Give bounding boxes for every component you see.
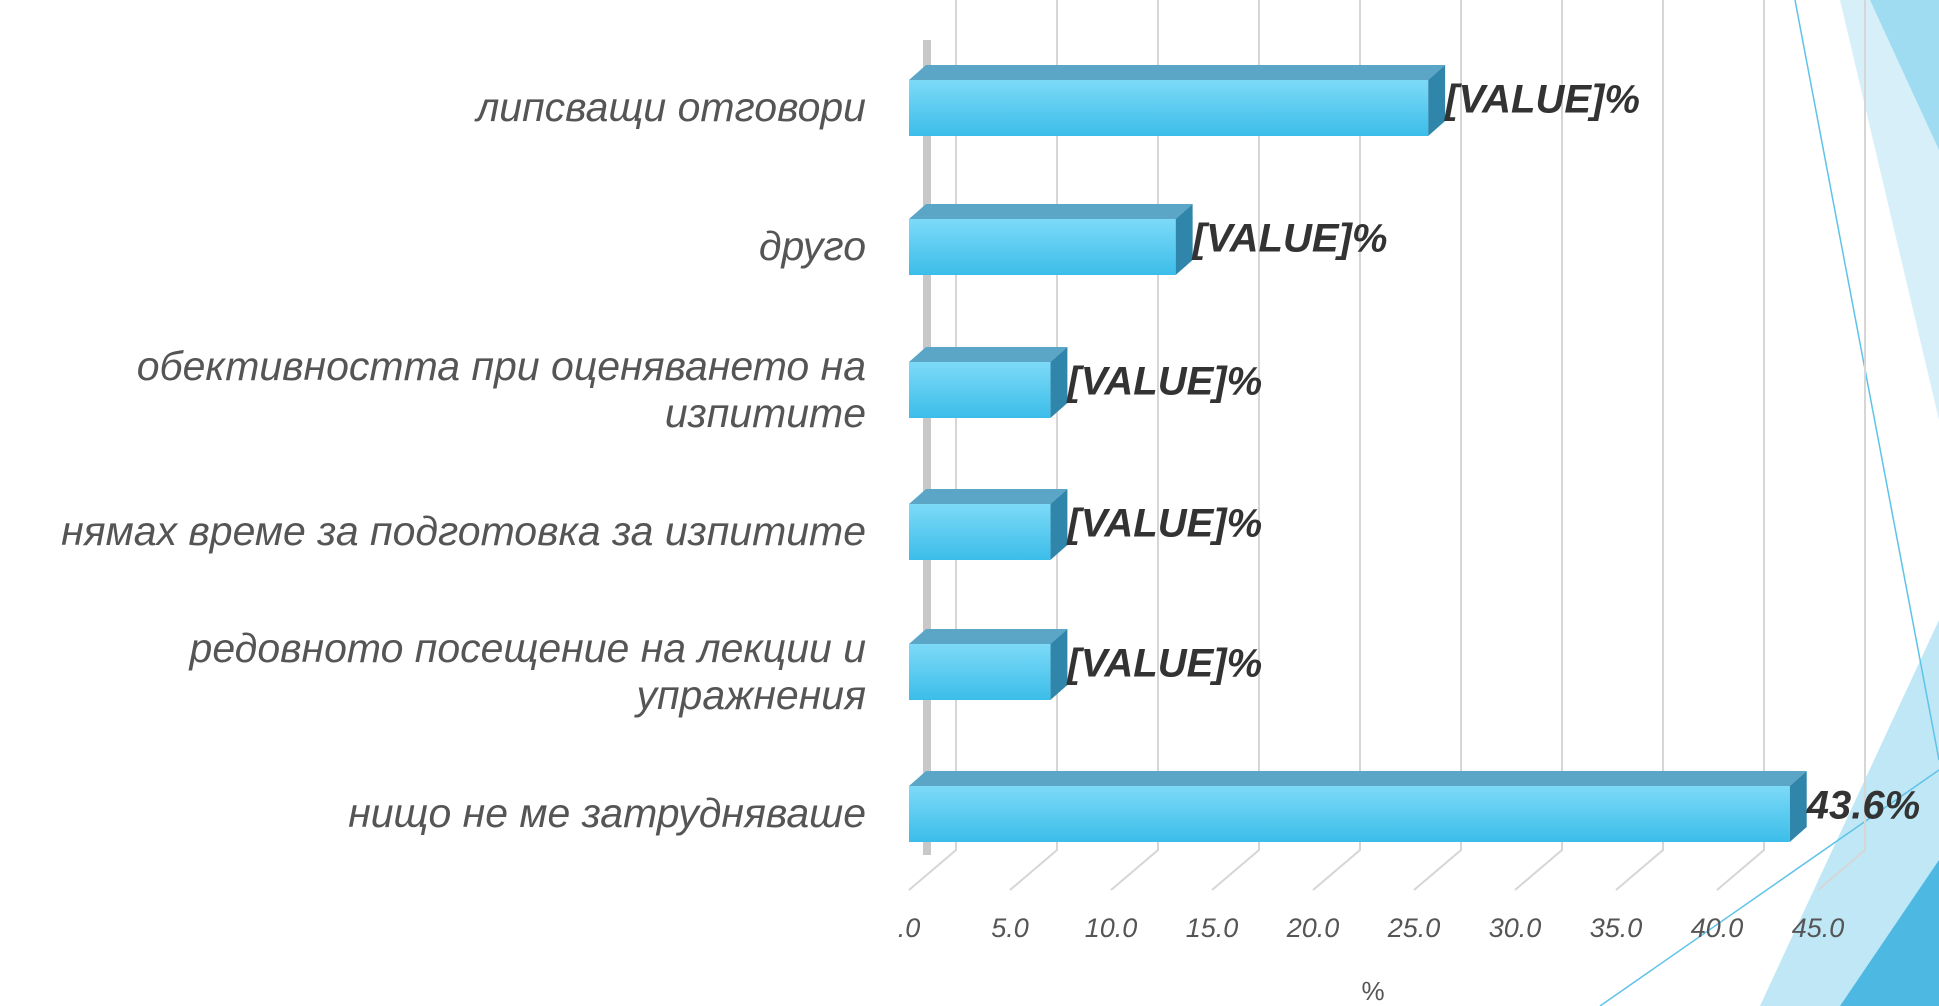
- bar-top: [909, 204, 1193, 219]
- x-tick-label: .0: [898, 913, 921, 943]
- decoration: [1600, 0, 1939, 1006]
- bar: [909, 80, 1428, 136]
- category-label: липсващи отговори: [0, 33, 866, 183]
- value-label: [VALUE]%: [1191, 217, 1388, 261]
- category-label: нищо не ме затрудняваше: [0, 739, 866, 889]
- x-tick-label: 10.0: [1085, 913, 1138, 943]
- x-tick-label: 45.0: [1792, 913, 1845, 943]
- bar-top: [909, 347, 1067, 362]
- slide: % .0 5.0 10.0 15.0 20.0 25.0 30.0 35.0 40.0 45.0 […: [0, 0, 1939, 1006]
- grid-line: [1515, 0, 1562, 890]
- value-label: [VALUE]%: [1443, 78, 1640, 122]
- bar: [909, 786, 1790, 842]
- grid-line: [1616, 0, 1663, 890]
- bar-top: [909, 629, 1067, 644]
- bar: [909, 219, 1176, 275]
- x-tick-label: 30.0: [1489, 913, 1542, 943]
- bar-top: [909, 771, 1807, 786]
- category-label: редовното посещение на лекции и упражнен…: [0, 597, 866, 747]
- bar: [909, 504, 1050, 560]
- x-axis-label: %: [1361, 976, 1384, 1006]
- value-label: [VALUE]%: [1065, 502, 1262, 546]
- x-tick-label: 35.0: [1590, 913, 1643, 943]
- wall: [923, 40, 931, 855]
- x-tick-label: 25.0: [1387, 913, 1441, 943]
- value-label: [VALUE]%: [1065, 642, 1262, 686]
- value-label: [VALUE]%: [1065, 360, 1262, 404]
- bar: [909, 644, 1050, 700]
- category-label: нямах време за подготовка за изпитите: [0, 457, 866, 607]
- x-tick-label: 40.0: [1691, 913, 1744, 943]
- category-label: обективността при оценяването на изпитит…: [0, 315, 866, 465]
- category-label: друго: [0, 172, 866, 322]
- value-label: 43.6%: [1806, 784, 1920, 828]
- grid-line: [1717, 0, 1764, 890]
- bar-top: [909, 489, 1067, 504]
- bar: [909, 362, 1050, 418]
- x-tick-label: 20.0: [1286, 913, 1340, 943]
- x-tick-label: 15.0: [1186, 913, 1239, 943]
- x-tick-label: 5.0: [991, 913, 1029, 943]
- grid-line: [1818, 0, 1865, 890]
- bar-top: [909, 65, 1445, 80]
